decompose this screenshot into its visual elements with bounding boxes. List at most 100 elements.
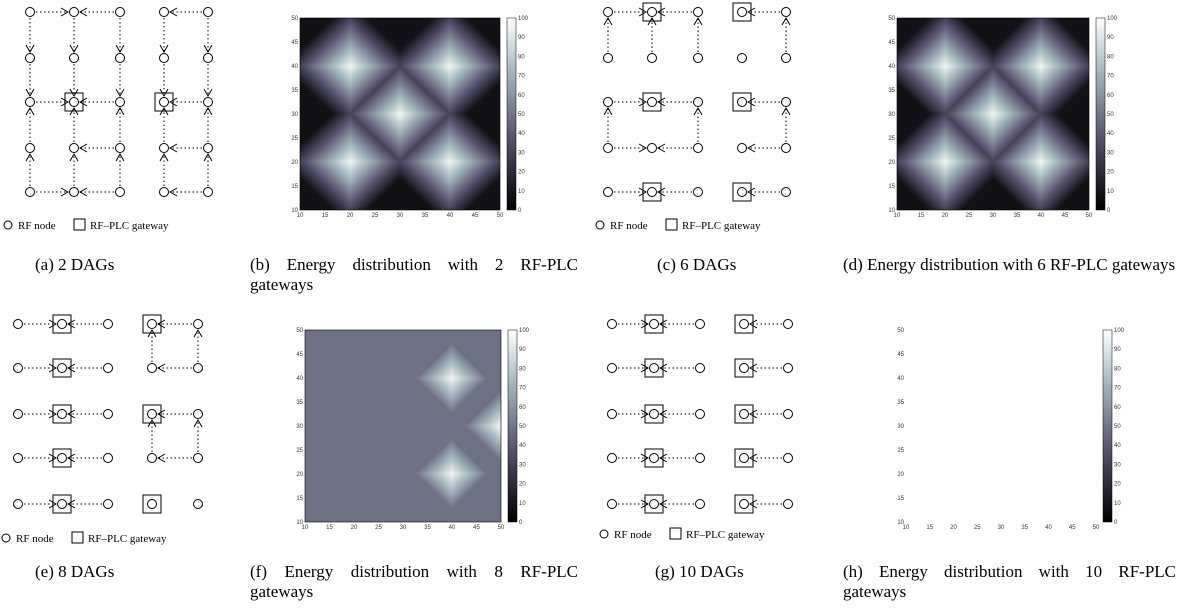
arrow-head [746,187,756,197]
rf-node-icon [193,319,203,329]
y-tick-label: 10 [897,520,904,526]
rf-node-icon [203,7,213,17]
rf-node-icon [649,319,659,329]
arrow-head [115,106,125,116]
arrow-head [746,143,756,153]
colorbar-tick-label: 50 [1114,424,1121,430]
rf-node-icon [649,363,659,373]
rf-node-icon [147,409,157,419]
arrow-head [638,143,648,153]
rf-node-icon [693,97,703,107]
x-tick-label: 20 [351,525,358,531]
y-tick-label: 20 [296,472,303,478]
colorbar-tick-label: 30 [1114,462,1121,468]
rf-node-icon [603,143,613,153]
rf-node-icon [147,319,157,329]
gateway-icon [734,358,754,378]
rf-node-icon [737,97,747,107]
rf-node-icon [57,453,67,463]
arrow-head [147,418,157,428]
rf-node-icon [57,409,67,419]
arrow-head [48,453,58,463]
rf-node-icon [737,7,747,17]
arrow-head [115,44,125,54]
rf-node-icon [159,7,169,17]
colorbar-tick-label: 50 [519,424,526,430]
rf-node-icon [203,143,213,153]
y-tick-label: 45 [296,352,303,358]
arrow-head [48,409,58,419]
gateway-icon [734,448,754,468]
rf-node-icon [647,53,657,63]
gateway-icon [52,358,72,378]
arrow-head [658,319,668,329]
rf-node-icon [607,453,617,463]
colorbar-tick-label: 90 [519,347,526,353]
arrow-head [168,97,178,107]
gateway-icon [142,314,162,334]
y-tick-label: 15 [888,184,895,190]
y-tick-label: 15 [897,496,904,502]
rf-node-icon [783,409,793,419]
legend-node-label: RF node [16,533,54,545]
graph-g: RF node RF–PLC gateway [599,314,793,541]
rf-node-icon [781,53,791,63]
x-tick-label: 50 [497,213,504,219]
rf-node-icon [57,499,67,509]
y-tick-label: 50 [897,328,904,334]
arrow-head [781,16,791,26]
arrow-head [781,106,791,116]
rf-node-icon [203,53,213,63]
rf-node-icon [695,409,705,419]
legend-node-icon [595,220,605,230]
legend-gateway-label: RF–PLC gateway [88,533,167,545]
rf-node-icon [647,7,657,17]
arrow-head [147,328,157,338]
rf-node-icon [159,143,169,153]
y-tick-label: 50 [888,16,895,22]
y-tick-label: 40 [897,376,904,382]
arrow-head [69,88,79,98]
rf-node-icon [647,143,657,153]
y-tick-label: 30 [888,112,895,118]
rf-node-icon [737,53,747,63]
x-tick-label: 30 [990,213,997,219]
colorbar-tick-label: 90 [1114,347,1121,353]
arrow-head [203,88,213,98]
arrow-head [603,106,613,116]
rf-node-icon [693,143,703,153]
rf-node-icon [193,363,203,373]
arrow-head [69,152,79,162]
graph-a: RF node RF–PLC gateway [3,7,213,232]
rf-node-icon [739,453,749,463]
graph-e: RF node RF–PLC gateway [1,314,203,545]
gateway-icon [734,494,754,514]
colorbar-tick-label: 30 [518,150,525,156]
rf-node-icon [783,363,793,373]
rf-node-icon [607,499,617,509]
gateway-icon [732,182,752,202]
gateway-icon [644,404,664,424]
arrow-head [638,187,648,197]
arrow-head [168,7,178,17]
arrow-head [66,453,76,463]
rf-node-icon [647,97,657,107]
colorbar-tick-label: 100 [519,328,530,334]
rf-node-icon [193,499,203,509]
y-tick-label: 40 [888,64,895,70]
arrow-head [25,106,35,116]
rf-node-icon [13,499,23,509]
rf-node-icon [147,499,157,509]
arrow-head [656,187,666,197]
rf-node-icon [25,97,35,107]
arrow-head [66,319,76,329]
arrow-head [203,44,213,54]
colorbar-tick-label: 20 [1107,170,1114,176]
arrow-head [746,97,756,107]
x-tick-label: 15 [926,525,933,531]
rf-node-icon [193,409,203,419]
x-tick-label: 35 [422,213,429,219]
colorbar-tick-label: 60 [1107,93,1114,99]
gateway-icon [734,404,754,424]
